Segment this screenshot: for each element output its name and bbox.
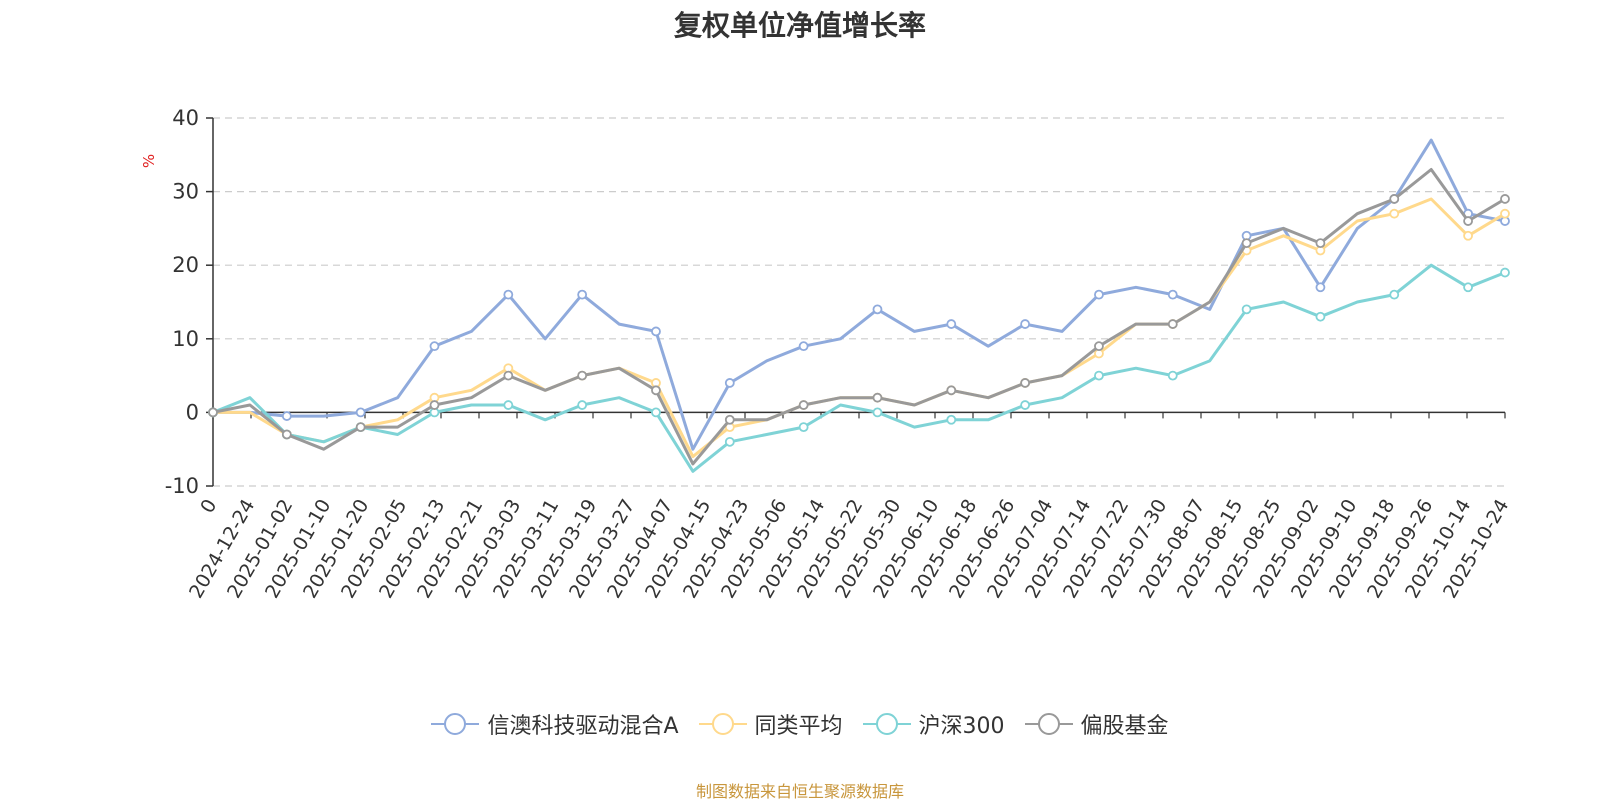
y-tick-label: 20 [172, 253, 199, 277]
data-point [1389, 194, 1400, 204]
data-point [1167, 289, 1178, 300]
data-point [1500, 194, 1510, 204]
data-point [1020, 319, 1031, 329]
legend-label: 偏股基金 [1080, 714, 1169, 739]
data-point [651, 385, 661, 396]
chart-title: 复权单位净值增长率 [673, 9, 926, 42]
data-point [1500, 267, 1510, 278]
data-point [503, 400, 514, 410]
series-line-3 [212, 168, 1506, 466]
data-point [429, 341, 440, 352]
y-tick-label: 10 [172, 327, 199, 351]
data-point [724, 414, 735, 425]
data-point [872, 304, 883, 315]
legend-item-0[interactable]: 信澳科技驱动混合A [431, 708, 679, 740]
data-point [1500, 208, 1510, 219]
data-point [577, 370, 588, 381]
data-point [798, 400, 809, 410]
data-point [1241, 304, 1252, 315]
data-point [946, 414, 957, 425]
legend-label: 沪深300 [918, 714, 1005, 739]
data-point [798, 341, 809, 352]
data-point [1463, 230, 1473, 241]
y-tick-label: 40 [172, 106, 199, 130]
data-point [1094, 341, 1104, 352]
data-point [651, 326, 661, 337]
data-point [798, 422, 809, 433]
legend-symbol [431, 713, 480, 735]
legend-item-3[interactable]: 偏股基金 [1024, 708, 1169, 740]
line-chart: -1001020304002024-12-242025-01-022025-01… [165, 106, 1514, 602]
legend-label: 信澳科技驱动混合A [487, 714, 679, 739]
data-point [1389, 208, 1400, 219]
data-point [1167, 370, 1178, 381]
data-point [1315, 238, 1326, 249]
legend-item-1[interactable]: 同类平均 [698, 708, 843, 740]
legend-symbol [698, 713, 747, 735]
legend: 信澳科技驱动混合A 同类平均 沪深300 偏股基金 [0, 708, 1600, 740]
data-point [1315, 282, 1326, 293]
data-point [1094, 289, 1104, 300]
data-point [503, 289, 514, 300]
data-point [1389, 289, 1400, 300]
data-point [872, 407, 883, 418]
x-tick-label: 0 [196, 496, 221, 517]
data-point [1020, 400, 1031, 410]
data-point [1241, 238, 1252, 249]
data-point [651, 407, 661, 418]
data-point [1167, 319, 1178, 329]
data-point [724, 436, 735, 447]
data-point [1094, 370, 1104, 381]
data-point [208, 407, 218, 418]
legend-symbol [862, 713, 911, 735]
legend-symbol [1024, 713, 1073, 735]
y-tick-label: -10 [165, 474, 199, 498]
series-line-2 [212, 263, 1506, 473]
data-point [355, 422, 366, 433]
data-point [281, 429, 292, 440]
data-point [946, 319, 957, 329]
data-point [429, 400, 440, 410]
data-point [1463, 282, 1473, 293]
data-point [1315, 311, 1326, 322]
data-point [1020, 378, 1031, 388]
source-note: 制图数据来自恒生聚源数据库 [695, 782, 904, 801]
data-point [872, 392, 883, 403]
data-point [281, 411, 292, 421]
data-point [577, 400, 588, 410]
data-point [946, 385, 957, 396]
y-tick-label: 0 [186, 400, 199, 424]
y-tick-label: 30 [172, 180, 199, 204]
data-point [1463, 216, 1473, 226]
data-point [577, 289, 588, 300]
series-line-0 [213, 138, 1506, 451]
data-point [724, 378, 735, 388]
legend-item-2[interactable]: 沪深300 [862, 708, 1005, 740]
data-point [503, 370, 514, 381]
data-point [355, 407, 366, 418]
legend-label: 同类平均 [754, 714, 843, 739]
